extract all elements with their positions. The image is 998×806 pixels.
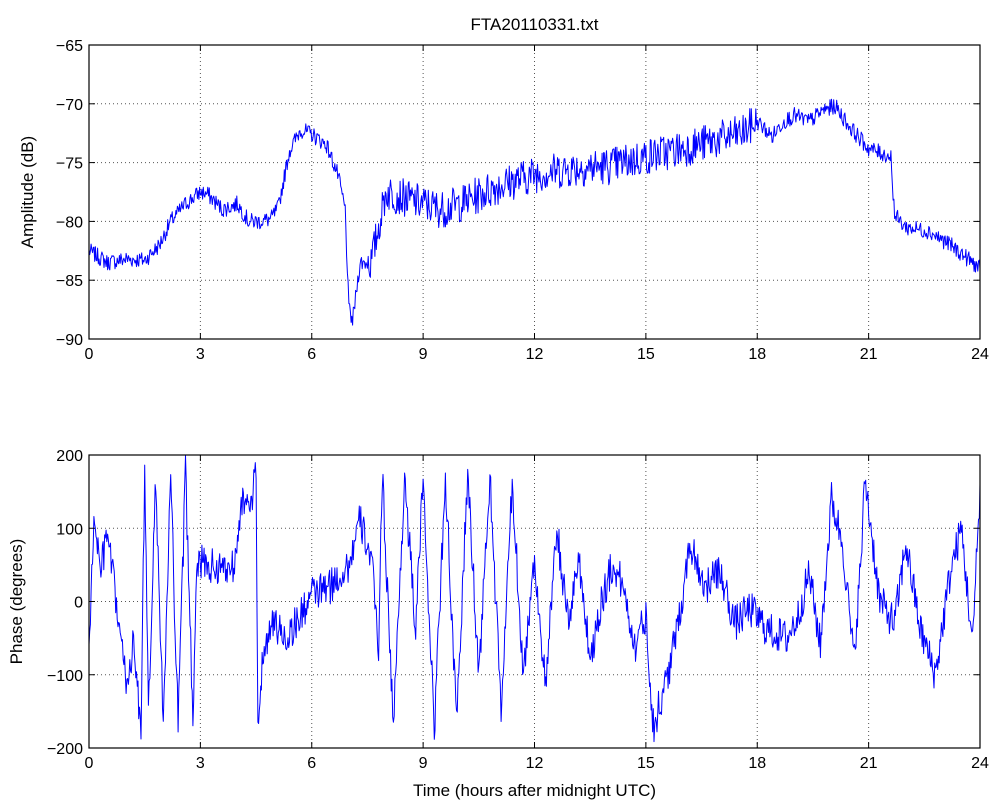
chart-title: FTA20110331.txt [471,15,599,34]
y-tick-label: 0 [74,595,83,612]
phase-x-axis-label: Time (hours after midnight UTC) [413,781,656,800]
amplitude-y-axis-label: Amplitude (dB) [18,136,37,248]
x-tick-label: 9 [419,346,428,363]
x-tick-label: 6 [307,346,316,363]
x-tick-label: 6 [307,755,316,772]
amplitude-chart: 0 3 6 9 12 15 18 21 24 −90 −85 −80 −75 −70 −65 FTA2011… [18,15,989,363]
x-tick-label: 15 [637,346,655,363]
amplitude-series-group [88,98,981,326]
y-tick-label: −80 [56,214,83,231]
x-tick-label: 18 [748,755,766,772]
amplitude-series-line [88,98,981,326]
y-tick-label: −100 [47,668,83,685]
x-tick-label: 3 [196,346,205,363]
phase-series-group [88,455,981,743]
x-tick-label: 0 [85,346,94,363]
y-tick-label: −70 [56,97,83,114]
amplitude-ticks: 0 3 6 9 12 15 18 21 24 −90 −85 −80 −75 −70 −65 [56,38,989,363]
x-tick-label: 18 [748,346,766,363]
y-tick-label: −65 [56,38,83,55]
x-tick-label: 15 [637,755,655,772]
amplitude-grid [89,45,980,339]
phase-chart: 0 3 6 9 12 15 18 21 24 −200 −100 0 100 200 Time (hour… [7,448,989,800]
y-tick-label: −200 [47,741,83,758]
x-tick-label: 24 [971,346,989,363]
y-tick-label: 200 [56,448,83,465]
x-tick-label: 24 [971,755,989,772]
y-tick-label: −85 [56,273,83,290]
x-tick-label: 21 [860,346,878,363]
y-tick-label: 100 [56,521,83,538]
x-tick-label: 12 [526,755,544,772]
phase-ticks: 0 3 6 9 12 15 18 21 24 −200 −100 0 100 200 [47,448,989,772]
x-tick-label: 0 [85,755,94,772]
x-tick-label: 3 [196,755,205,772]
phase-series-line [88,455,981,743]
x-tick-label: 21 [860,755,878,772]
phase-y-axis-label: Phase (degrees) [7,539,26,665]
x-tick-label: 9 [419,755,428,772]
y-tick-label: −90 [56,332,83,349]
x-tick-label: 12 [526,346,544,363]
y-tick-label: −75 [56,156,83,173]
